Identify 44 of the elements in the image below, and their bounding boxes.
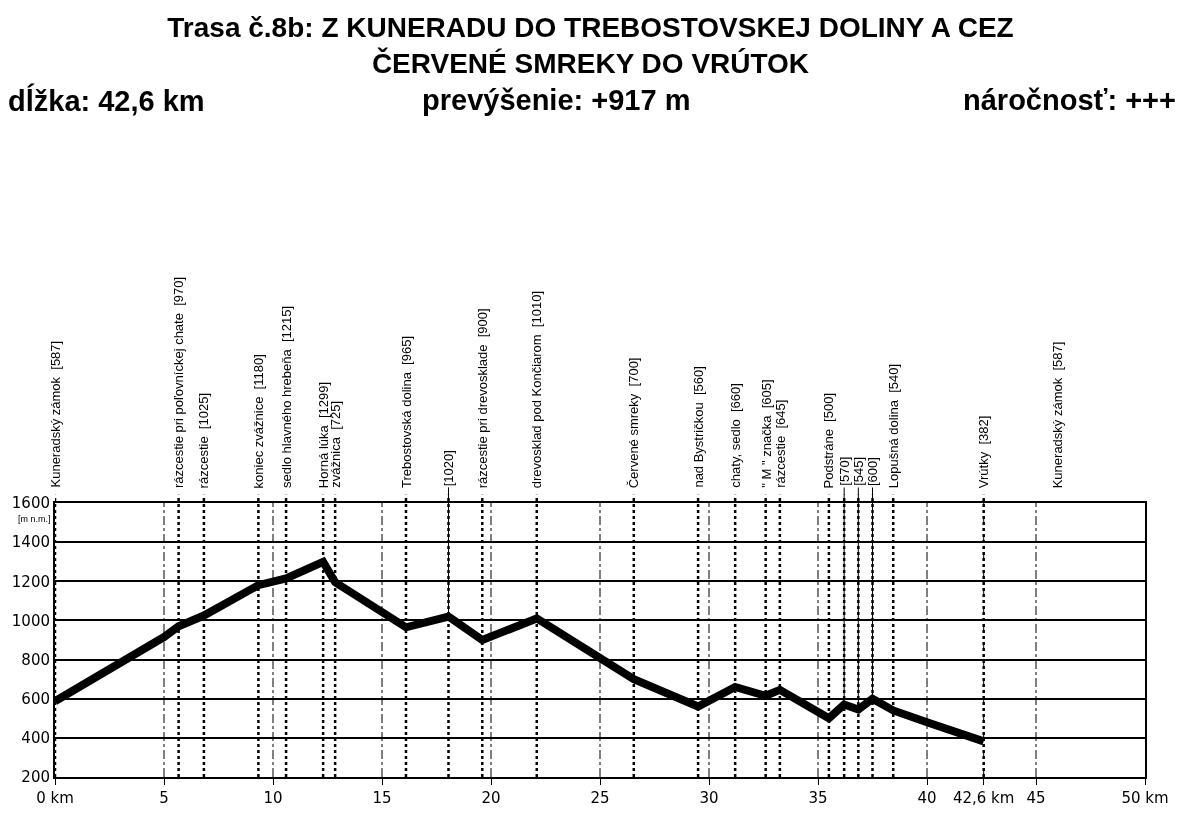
x-tick-label: 45 xyxy=(1026,789,1046,807)
y-axis-title: [m n.m.] xyxy=(18,514,51,524)
ref-line-label: Trebostovská dolina [965] xyxy=(398,335,414,488)
ref-line-label: Kuneradský zámok [587] xyxy=(47,340,63,488)
x-tick-label: 40 xyxy=(917,789,937,807)
x-tick-label: 42,6 km xyxy=(952,789,1015,807)
ref-line-label: Červené smreky [700] xyxy=(626,357,642,489)
x-tick-label: 20 xyxy=(481,789,501,807)
ref-line-label: Lopušná dolina [540] xyxy=(886,363,902,489)
ref-line-label: rázcestie [1025] xyxy=(196,393,212,489)
y-tick-label: 800 xyxy=(21,650,50,669)
y-tick-label: 1400 xyxy=(11,533,50,552)
ref-line-label: drevosklad pod Končiarom [1010] xyxy=(529,290,545,489)
x-tick-label: 0 km xyxy=(36,789,74,807)
ref-line-label: rázcestie pri drevosklade [900] xyxy=(475,308,491,489)
x-tick-label: 30 xyxy=(699,789,719,807)
annotation: [570] xyxy=(836,456,852,486)
y-tick-label: 1600 xyxy=(11,494,50,513)
x-tick-label: 15 xyxy=(372,789,392,807)
ref-line-label: nad Bystričkou [560] xyxy=(690,366,706,488)
annotation: [1020] xyxy=(440,450,456,487)
x-tick-label: 5 xyxy=(159,789,169,807)
y-tick-label: 1000 xyxy=(11,611,50,630)
y-tick-label: 400 xyxy=(21,729,50,748)
x-tick-label: 25 xyxy=(590,789,610,807)
ref-line-label: sedlo hlavného hrebeňa [1215] xyxy=(279,305,295,489)
y-tick-label: 600 xyxy=(21,689,50,708)
text: Kuneradský zámok [587] xyxy=(1050,341,1066,489)
ref-line-label: " M " značka [605] xyxy=(758,379,774,488)
ref-line-label: chaty, sedlo [660] xyxy=(727,383,743,488)
ref-line-label: Vrútky [382] xyxy=(976,415,992,489)
x-tick-label: 50 km xyxy=(1121,789,1169,807)
y-tick-label: 1200 xyxy=(11,572,50,591)
y-tick-label: 200 xyxy=(21,768,50,787)
x-tick-label: 10 xyxy=(263,789,283,807)
text: dĺžka: 42,6 km xyxy=(8,83,205,117)
text: prevýšenie: +917 m xyxy=(422,84,691,116)
ref-line-label: rázcestie pri poľovníckej chate [970] xyxy=(171,276,187,489)
annotation: [600] xyxy=(865,457,881,486)
text: náročnosť: +++ xyxy=(963,84,1176,116)
x-tick-label: 35 xyxy=(808,789,828,807)
chart-title: Trasa č.8b: Z KUNERADU DO TREBOSTOVSKEJ DOLINY A CEZ ČERVENÉ SMREKY DO VRÚTOK xyxy=(167,11,1014,80)
ref-line-label: Podstráne [500] xyxy=(821,392,837,489)
ref-line-label: koniec zvážnice [1180] xyxy=(251,354,267,489)
